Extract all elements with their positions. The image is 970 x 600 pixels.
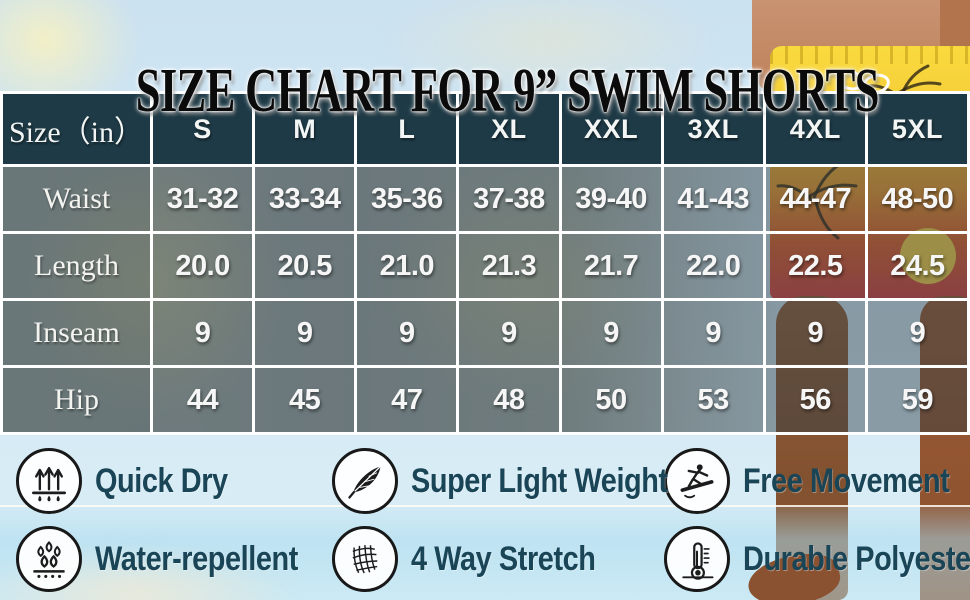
header-cell-4xl: 4XL — [762, 91, 868, 167]
waist-value: 39-40 — [558, 164, 664, 234]
table-row-inseam: Inseam 9 9 9 9 9 9 9 9 — [0, 298, 970, 368]
inseam-value: 9 — [660, 298, 766, 368]
quick-dry-icon — [16, 448, 82, 514]
feature-label: Quick Dry — [95, 461, 228, 500]
page-title: SIZE CHART FOR 9” SWIM SHORTS — [135, 56, 880, 125]
feature-label: Durable Polyester — [743, 539, 970, 578]
feature-water-repellent: Water-repellent — [16, 526, 332, 592]
feature-label: Water-repellent — [95, 539, 298, 578]
length-value: 22.0 — [660, 231, 766, 301]
inseam-value: 9 — [149, 298, 256, 368]
row-label-length: Length — [0, 231, 153, 301]
length-value: 22.5 — [762, 231, 868, 301]
length-value: 24.5 — [864, 231, 970, 301]
waist-value: 31-32 — [149, 164, 256, 234]
hip-value: 48 — [456, 365, 562, 435]
waist-value: 37-38 — [456, 164, 562, 234]
mesh-stretch-icon — [332, 526, 398, 592]
header-cell-3xl: 3XL — [660, 91, 766, 167]
waist-value: 35-36 — [354, 164, 460, 234]
inseam-value: 9 — [558, 298, 664, 368]
table-row-length: Length 20.0 20.5 21.0 21.3 21.7 22.0 22.… — [0, 231, 970, 301]
row-label-waist: Waist — [0, 164, 153, 234]
background-palm-blur — [380, 0, 720, 100]
hip-value: 47 — [354, 365, 460, 435]
water-repellent-icon — [16, 526, 82, 592]
size-chart-table: Size（in） S M L XL XXL 3XL 4XL 5XL Waist … — [0, 91, 970, 435]
hip-value: 53 — [660, 365, 766, 435]
waist-value: 41-43 — [660, 164, 766, 234]
hip-value: 56 — [762, 365, 868, 435]
feature-4-way-stretch: 4 Way Stretch — [332, 526, 664, 592]
hip-value: 59 — [864, 365, 970, 435]
feature-free-movement: Free Movement — [664, 448, 970, 514]
length-value: 20.0 — [149, 231, 256, 301]
header-cell-5xl: 5XL — [864, 91, 970, 167]
thermometer-icon — [664, 526, 730, 592]
feature-durable-polyester: Durable Polyester — [664, 526, 970, 592]
inseam-value: 9 — [864, 298, 970, 368]
feature-label: 4 Way Stretch — [411, 539, 596, 578]
feature-label: Free Movement — [743, 461, 950, 500]
waist-value: 33-34 — [252, 164, 358, 234]
feature-quick-dry: Quick Dry — [16, 448, 332, 514]
inseam-value: 9 — [762, 298, 868, 368]
row-label-inseam: Inseam — [0, 298, 153, 368]
table-row-hip: Hip 44 45 47 48 50 53 56 59 — [0, 365, 970, 435]
feature-list: Quick Dry Super Light Weight — [0, 438, 970, 598]
hip-value: 44 — [149, 365, 256, 435]
header-cell-xxl: XXL — [558, 91, 664, 167]
inseam-value: 9 — [354, 298, 460, 368]
header-cell-l: L — [354, 91, 460, 167]
length-value: 21.7 — [558, 231, 664, 301]
hip-value: 45 — [252, 365, 358, 435]
surfer-icon — [664, 448, 730, 514]
feather-icon — [332, 448, 398, 514]
length-value: 21.0 — [354, 231, 460, 301]
hip-value: 50 — [558, 365, 664, 435]
inseam-value: 9 — [456, 298, 562, 368]
header-cell-size: Size（in） — [0, 91, 153, 167]
row-label-hip: Hip — [0, 365, 153, 435]
feature-super-light-weight: Super Light Weight — [332, 448, 668, 514]
length-value: 21.3 — [456, 231, 562, 301]
shorts-waistband — [770, 46, 970, 64]
length-value: 20.5 — [252, 231, 358, 301]
table-row-waist: Waist 31-32 33-34 35-36 37-38 39-40 41-4… — [0, 164, 970, 234]
feature-label: Super Light Weight — [411, 461, 668, 500]
waist-value: 48-50 — [864, 164, 970, 234]
background-horizon-line — [0, 505, 970, 507]
inseam-value: 9 — [252, 298, 358, 368]
waist-value: 44-47 — [762, 164, 868, 234]
header-row: Size（in） S M L XL XXL 3XL 4XL 5XL — [0, 91, 970, 167]
header-cell-m: M — [252, 91, 358, 167]
header-cell-xl: XL — [456, 91, 562, 167]
header-cell-s: S — [149, 91, 256, 167]
